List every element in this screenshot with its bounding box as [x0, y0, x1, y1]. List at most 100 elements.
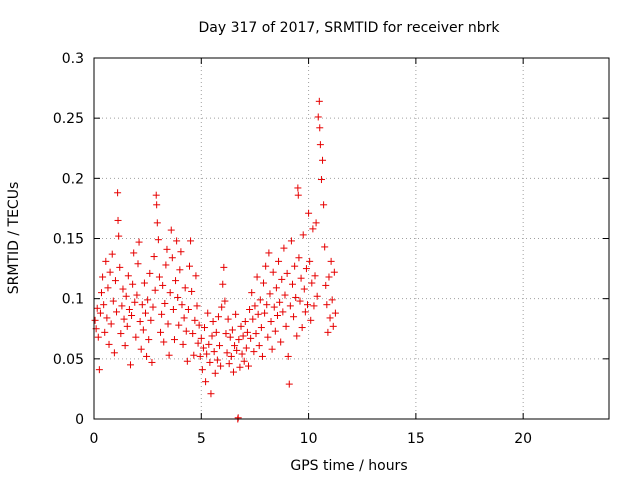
- data-point: [162, 261, 170, 269]
- data-point: [217, 362, 225, 370]
- data-point: [284, 352, 292, 360]
- data-point: [290, 313, 298, 321]
- data-point: [223, 349, 231, 357]
- data-point: [251, 302, 259, 310]
- data-point: [232, 310, 240, 318]
- data-point: [199, 344, 207, 352]
- data-point: [231, 342, 239, 350]
- data-point: [257, 324, 265, 332]
- data-point: [216, 342, 224, 350]
- data-point: [300, 285, 308, 293]
- data-point: [226, 333, 234, 341]
- data-point: [305, 209, 313, 217]
- data-point: [219, 280, 227, 288]
- data-point: [137, 345, 145, 353]
- data-point: [234, 414, 242, 422]
- data-point: [277, 338, 285, 346]
- data-point: [135, 238, 143, 246]
- data-point: [288, 280, 296, 288]
- data-point: [242, 344, 250, 352]
- data-point: [301, 308, 309, 316]
- data-point: [207, 390, 215, 398]
- data-point: [291, 262, 299, 270]
- data-point: [238, 350, 246, 358]
- data-point: [246, 305, 254, 313]
- data-point: [240, 357, 248, 365]
- data-point: [237, 322, 245, 330]
- data-point: [173, 237, 181, 245]
- data-point: [133, 291, 141, 299]
- data-point: [131, 298, 139, 306]
- data-point: [168, 254, 176, 262]
- data-point: [296, 297, 304, 305]
- data-point: [190, 351, 198, 359]
- data-point: [248, 289, 256, 297]
- data-point: [104, 284, 112, 292]
- data-point: [170, 336, 178, 344]
- data-point: [325, 273, 333, 281]
- data-point: [321, 243, 329, 251]
- data-point: [111, 277, 119, 285]
- x-tick-label: 0: [90, 431, 99, 447]
- data-point: [120, 315, 128, 323]
- data-point: [297, 274, 305, 282]
- grid-lines: [94, 58, 609, 419]
- data-point: [134, 260, 142, 268]
- data-point: [119, 285, 127, 293]
- data-point: [191, 316, 199, 324]
- y-tick-label: 0.3: [62, 51, 84, 67]
- x-axis-label: GPS time / hours: [290, 458, 407, 474]
- data-point: [175, 321, 183, 329]
- data-point: [144, 296, 152, 304]
- data-point: [314, 113, 322, 121]
- data-point: [221, 297, 229, 305]
- data-point: [273, 312, 281, 320]
- data-point: [182, 327, 190, 335]
- data-point: [204, 309, 212, 317]
- data-point: [208, 332, 216, 340]
- data-point: [316, 141, 324, 149]
- data-point: [96, 309, 104, 317]
- data-point: [224, 315, 232, 323]
- y-tick-label: 0.15: [53, 232, 84, 248]
- data-point: [254, 310, 262, 318]
- data-point: [264, 333, 272, 341]
- data-point: [99, 273, 107, 281]
- data-point: [118, 302, 126, 310]
- data-point: [324, 328, 332, 336]
- data-point: [317, 176, 325, 184]
- data-point: [307, 316, 315, 324]
- data-point: [212, 328, 220, 336]
- data-point: [126, 361, 134, 369]
- data-point: [209, 318, 217, 326]
- data-point: [180, 314, 188, 322]
- data-point: [196, 352, 204, 360]
- data-point: [159, 281, 167, 289]
- data-point: [109, 297, 117, 305]
- data-point: [330, 268, 338, 276]
- x-axis-tick-labels: 0 5 10 15 20: [90, 431, 533, 447]
- data-point: [192, 272, 200, 280]
- data-point: [152, 191, 160, 199]
- data-point: [107, 320, 115, 328]
- data-point: [329, 322, 337, 330]
- data-point: [125, 305, 133, 313]
- data-point: [319, 156, 327, 164]
- data-point: [286, 302, 294, 310]
- data-point: [323, 301, 331, 309]
- data-point: [295, 254, 303, 262]
- data-point: [197, 334, 205, 342]
- data-point: [105, 340, 113, 348]
- data-point: [94, 333, 102, 341]
- data-point: [322, 281, 330, 289]
- data-point: [147, 316, 155, 324]
- data-point: [114, 216, 122, 224]
- data-point: [185, 262, 193, 270]
- data-point: [176, 266, 184, 274]
- data-point: [181, 284, 189, 292]
- data-point: [189, 330, 197, 338]
- data-point: [308, 279, 316, 287]
- data-point: [312, 219, 320, 227]
- data-point: [164, 320, 172, 328]
